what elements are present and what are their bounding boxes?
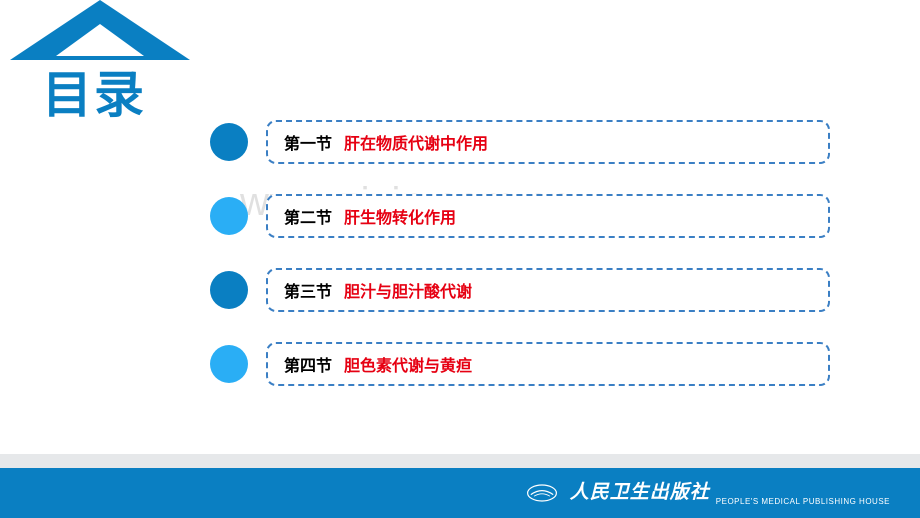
toc-item-box: 第四节 胆色素代谢与黄疸	[266, 342, 830, 386]
header-triangle-inner	[56, 24, 144, 56]
toc-item: 第三节 胆汁与胆汁酸代谢	[210, 268, 830, 312]
section-number: 第一节	[284, 130, 332, 154]
toc-list: 第一节 肝在物质代谢中作用 第二节 肝生物转化作用 第三节 胆汁与胆汁酸代谢 第…	[210, 120, 830, 416]
publisher-name-en: PEOPLE'S MEDICAL PUBLISHING HOUSE	[716, 497, 890, 506]
publisher-name-cn: 人民卫生出版社	[570, 483, 710, 504]
section-number: 第三节	[284, 278, 332, 302]
publisher-text: 人民卫生出版社	[570, 483, 710, 504]
footer-strip	[0, 454, 920, 468]
publisher-logo-icon	[526, 483, 558, 503]
section-title: 肝在物质代谢中作用	[344, 130, 488, 154]
bullet-icon	[210, 197, 248, 235]
bullet-icon	[210, 271, 248, 309]
toc-item-box: 第一节 肝在物质代谢中作用	[266, 120, 830, 164]
bullet-icon	[210, 123, 248, 161]
toc-item: 第四节 胆色素代谢与黄疸	[210, 342, 830, 386]
section-title: 胆色素代谢与黄疸	[344, 352, 472, 376]
toc-item: 第二节 肝生物转化作用	[210, 194, 830, 238]
toc-item-box: 第二节 肝生物转化作用	[266, 194, 830, 238]
bullet-icon	[210, 345, 248, 383]
toc-item-box: 第三节 胆汁与胆汁酸代谢	[266, 268, 830, 312]
page-title: 目录	[42, 55, 146, 127]
section-number: 第二节	[284, 204, 332, 228]
section-title: 胆汁与胆汁酸代谢	[344, 278, 472, 302]
toc-item: 第一节 肝在物质代谢中作用	[210, 120, 830, 164]
section-number: 第四节	[284, 352, 332, 376]
footer: 人民卫生出版社 PEOPLE'S MEDICAL PUBLISHING HOUS…	[0, 468, 920, 518]
section-title: 肝生物转化作用	[344, 204, 456, 228]
